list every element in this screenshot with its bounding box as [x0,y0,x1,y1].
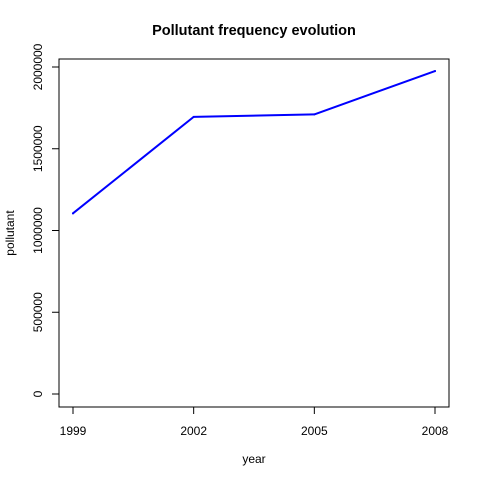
x-axis: 1999 2002 2005 2008 [60,406,449,438]
series-layer [72,70,436,215]
data-point [434,70,436,73]
y-tick-label: 1000000 [31,207,45,254]
x-tick-label: 2008 [422,424,449,438]
y-tick-label: 500000 [31,292,45,332]
data-point [192,115,195,118]
data-point [72,212,74,215]
x-axis-title: year [242,452,265,466]
x-tick-label: 2002 [180,424,207,438]
x-tick-label: 2005 [301,424,328,438]
plot-area-frame [58,58,450,408]
y-tick-label: 1500000 [31,125,45,172]
y-tick-label: 2000000 [31,43,45,90]
data-point [313,113,316,116]
y-axis-title: pollutant [3,210,17,256]
series-line-0 [72,70,436,215]
chart-title: Pollutant frequency evolution [152,23,356,39]
y-tick-label: 0 [31,390,45,397]
x-tick-label: 1999 [60,424,87,438]
y-axis: 0 500000 1000000 1500000 2000000 [31,43,60,397]
